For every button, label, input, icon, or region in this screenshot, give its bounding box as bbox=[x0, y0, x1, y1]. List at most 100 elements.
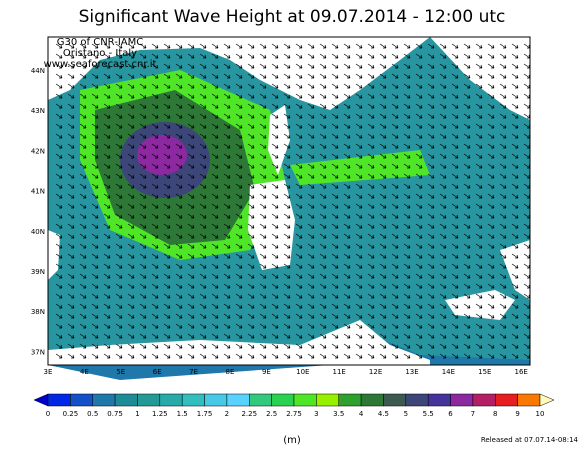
arrow bbox=[139, 283, 147, 289]
arrow bbox=[295, 163, 303, 169]
arrow bbox=[355, 203, 363, 209]
colorbar-cell bbox=[517, 393, 541, 407]
arrow bbox=[391, 303, 399, 309]
arrow bbox=[139, 163, 147, 169]
arrow bbox=[463, 293, 471, 299]
arrow bbox=[115, 103, 123, 109]
arrow bbox=[67, 273, 75, 279]
arrow bbox=[451, 213, 459, 219]
arrow bbox=[283, 193, 291, 199]
arrow bbox=[295, 323, 303, 329]
arrow bbox=[235, 73, 243, 79]
arrow bbox=[271, 233, 279, 239]
arrow bbox=[487, 353, 495, 359]
arrow bbox=[103, 273, 111, 279]
arrow bbox=[487, 53, 495, 59]
arrow bbox=[91, 293, 99, 299]
arrow bbox=[511, 193, 519, 199]
arrow bbox=[151, 353, 159, 359]
arrow bbox=[367, 63, 375, 69]
arrow bbox=[151, 73, 159, 79]
arrow bbox=[283, 313, 291, 319]
arrow bbox=[403, 183, 411, 189]
arrow bbox=[475, 313, 483, 319]
arrow bbox=[319, 293, 327, 299]
arrow bbox=[187, 213, 195, 219]
arrow bbox=[247, 243, 255, 249]
arrow bbox=[211, 133, 219, 139]
arrow bbox=[403, 193, 411, 199]
arrow bbox=[163, 343, 171, 349]
arrow bbox=[439, 253, 447, 259]
arrow bbox=[187, 353, 195, 359]
arrow bbox=[175, 213, 183, 219]
colorbar-cell bbox=[33, 393, 49, 407]
arrow bbox=[283, 133, 291, 139]
arrow bbox=[451, 53, 459, 59]
arrow bbox=[91, 43, 99, 49]
arrow bbox=[103, 213, 111, 219]
arrow bbox=[427, 353, 435, 359]
arrow bbox=[139, 263, 147, 269]
arrow bbox=[487, 153, 495, 159]
arrow bbox=[415, 243, 423, 249]
arrow bbox=[427, 343, 435, 349]
arrow bbox=[355, 113, 363, 119]
arrow bbox=[115, 143, 123, 149]
arrow bbox=[307, 93, 315, 99]
arrow bbox=[163, 253, 171, 259]
colorbar-label: 0.5 bbox=[87, 410, 98, 418]
arrow bbox=[475, 213, 483, 219]
arrow bbox=[259, 133, 267, 139]
arrow bbox=[223, 103, 231, 109]
arrow bbox=[235, 313, 243, 319]
arrow bbox=[379, 103, 387, 109]
arrow bbox=[55, 283, 63, 289]
arrow bbox=[367, 113, 375, 119]
arrow bbox=[67, 333, 75, 339]
arrow bbox=[415, 273, 423, 279]
arrow bbox=[187, 283, 195, 289]
arrow bbox=[55, 243, 63, 249]
arrow bbox=[331, 283, 339, 289]
arrow bbox=[475, 123, 483, 129]
arrow bbox=[499, 53, 507, 59]
arrow bbox=[103, 143, 111, 149]
arrow bbox=[55, 353, 63, 359]
arrow bbox=[67, 193, 75, 199]
arrow bbox=[247, 223, 255, 229]
arrow bbox=[427, 273, 435, 279]
arrow bbox=[199, 53, 207, 59]
arrow bbox=[427, 303, 435, 309]
arrow bbox=[367, 53, 375, 59]
arrow bbox=[463, 333, 471, 339]
arrow bbox=[127, 223, 135, 229]
arrow bbox=[139, 173, 147, 179]
arrow bbox=[427, 153, 435, 159]
arrow bbox=[367, 133, 375, 139]
arrow bbox=[67, 213, 75, 219]
arrow bbox=[379, 323, 387, 329]
arrow bbox=[79, 73, 87, 79]
arrow bbox=[379, 333, 387, 339]
arrow bbox=[355, 353, 363, 359]
arrow bbox=[463, 103, 471, 109]
arrow bbox=[331, 133, 339, 139]
arrow bbox=[355, 103, 363, 109]
arrow bbox=[499, 103, 507, 109]
arrow bbox=[55, 43, 63, 49]
arrow bbox=[199, 163, 207, 169]
arrow bbox=[115, 303, 123, 309]
arrow bbox=[67, 323, 75, 329]
arrow bbox=[79, 103, 87, 109]
arrow bbox=[487, 343, 495, 349]
colorbar-cell bbox=[405, 393, 429, 407]
colorbar-label: 5.5 bbox=[423, 410, 434, 418]
arrow bbox=[67, 253, 75, 259]
arrow bbox=[307, 263, 315, 269]
arrow bbox=[391, 123, 399, 129]
arrow bbox=[151, 213, 159, 219]
arrow bbox=[451, 353, 459, 359]
arrow bbox=[187, 323, 195, 329]
lon-label: 14E bbox=[442, 368, 455, 376]
